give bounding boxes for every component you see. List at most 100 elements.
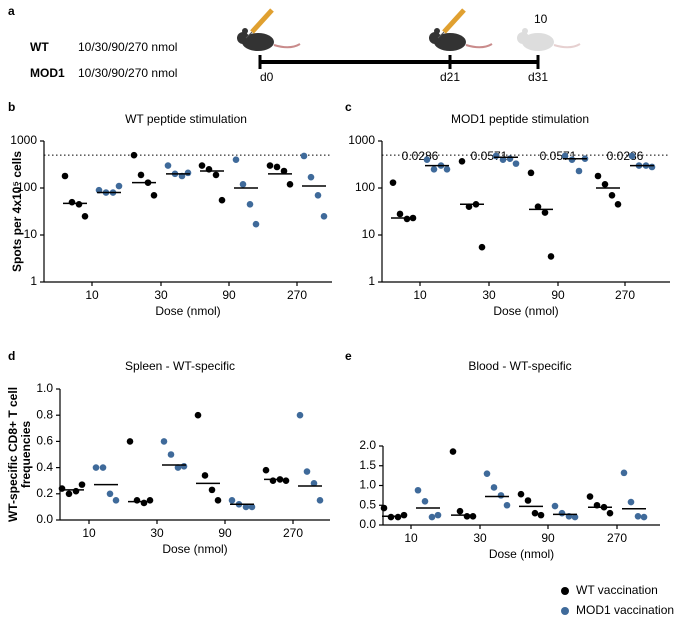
data-point [314,191,322,199]
data-point [252,220,260,228]
data-point [389,179,397,186]
data-point [620,469,628,477]
data-point [648,163,656,171]
legend-label: WT vaccination [576,583,658,597]
data-point [65,490,73,498]
data-point [490,484,498,491]
data-point [239,180,247,188]
data-point [146,497,154,504]
data-point [499,156,507,164]
p-value: 0.0571 [540,149,577,163]
data-point [310,480,318,487]
data-point [594,172,602,180]
data-point [463,513,471,520]
x-tick-label: 270 [607,531,627,545]
data-point [201,472,209,479]
data-point [307,173,315,181]
data-point [423,156,431,164]
y-axis-label: frequencies [19,420,33,488]
x-tick-label: 90 [218,526,232,540]
x-tick-label: 10 [85,288,99,302]
chart-title: WT peptide stimulation [125,112,247,126]
x-axis-label: Dose (nmol) [493,304,558,318]
data-point [608,191,616,199]
data-point [531,509,539,517]
y-tick-label: 1 [368,274,375,288]
data-point [561,152,569,160]
data-point [184,169,192,177]
data-point [208,486,216,494]
legend-label: MOD1 vaccination [576,603,674,617]
y-tick-label: 0.6 [36,434,53,448]
x-tick-label: 10 [404,531,418,545]
y-tick-label: 100 [17,180,37,194]
data-point [527,169,535,177]
x-tick-label: 10 [413,288,427,302]
y-tick-label: 1.0 [36,381,53,395]
syringe-icon [437,8,466,39]
data-point [286,180,294,188]
data-point [232,156,240,164]
data-point [58,485,66,492]
panel-letter: a [8,4,15,18]
data-point [634,513,642,520]
chart-title: Blood - WT-specific [468,359,571,373]
data-point [246,200,254,208]
y-tick-label: 10 [24,227,38,241]
x-tick-label: 90 [222,288,236,302]
data-point [242,503,250,511]
data-point [316,497,324,504]
y-tick-label: 1 [30,274,37,288]
data-point [81,212,89,220]
data-point [414,486,422,494]
data-point [400,511,408,519]
data-point [296,411,304,419]
x-tick-label: 90 [541,531,555,545]
day-label: d31 [528,70,548,84]
legend-marker [561,607,569,615]
data-point [458,157,466,165]
y-tick-label: 10 [362,227,376,241]
data-point [198,162,206,169]
data-point [72,487,80,495]
data-point [99,464,107,471]
data-point [218,196,226,204]
data-point [214,497,222,504]
y-tick-label: 0.4 [36,460,53,474]
data-point [387,513,395,521]
data-point [586,493,594,500]
data-point [568,156,576,164]
data-point [443,165,451,173]
y-axis-label: WT-specific CD8+ T cell [6,387,20,522]
data-point [164,162,172,169]
group-name: MOD1 [30,66,65,80]
x-axis-label: Dose (nmol) [489,547,554,561]
x-tick-label: 90 [551,288,565,302]
data-point [469,513,477,520]
data-point [78,481,86,488]
x-tick-label: 270 [615,288,635,302]
x-tick-label: 30 [473,531,487,545]
x-tick-label: 30 [154,288,168,302]
data-point [394,513,402,521]
x-tick-label: 30 [482,288,496,302]
data-point [503,501,511,509]
data-point [380,504,388,512]
x-axis-label: Dose (nmol) [155,304,220,318]
data-point [492,152,500,160]
data-point [449,448,457,455]
data-point [320,212,328,220]
data-point [212,171,220,179]
chart-title: Spleen - WT-specific [125,359,235,373]
panel-letter: e [345,349,352,363]
data-point [483,470,491,477]
data-point [614,200,622,208]
chart-title: MOD1 peptide stimulation [451,112,589,126]
p-value: 0.0286 [607,149,644,163]
data-point [506,155,514,163]
legend-marker [561,587,569,595]
x-axis-label: Dose (nmol) [162,542,227,556]
data-point [280,167,288,175]
data-point [160,438,168,445]
data-point [68,198,76,206]
